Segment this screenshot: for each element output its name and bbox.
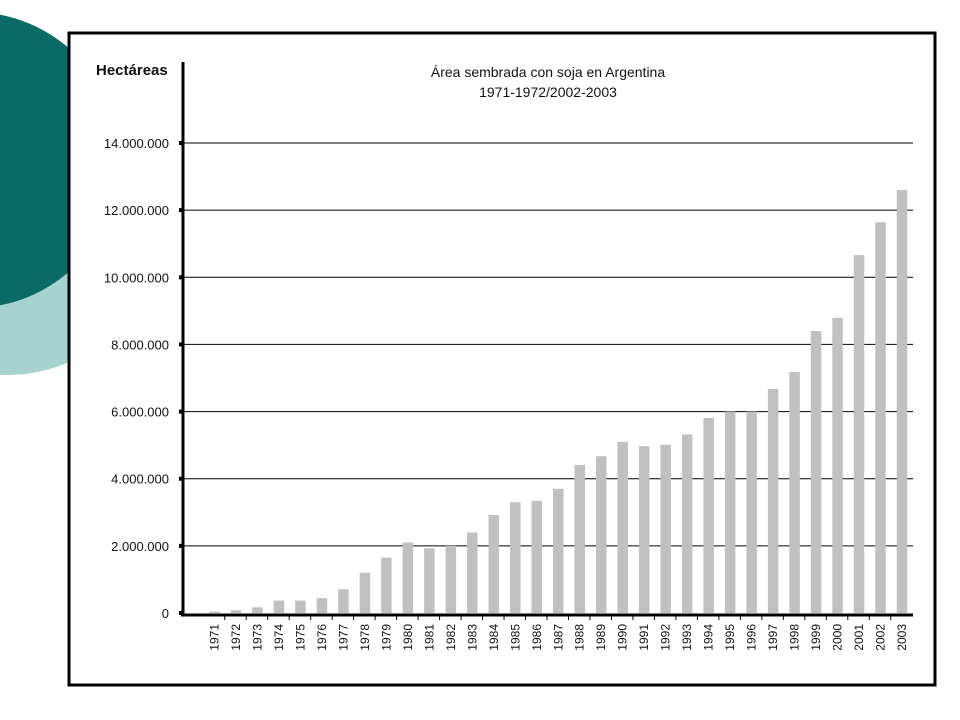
bar	[230, 610, 242, 613]
y-axis-label: Hectáreas	[96, 62, 168, 79]
bar	[638, 446, 650, 613]
x-tick-label: 1984	[487, 624, 501, 651]
x-tick-label: 1978	[358, 624, 372, 651]
x-tick-label: 1995	[723, 624, 737, 651]
y-tick-mark	[179, 476, 183, 481]
x-tick-label: 1981	[422, 624, 436, 651]
y-tick-mark	[179, 543, 183, 548]
bar	[767, 389, 779, 613]
y-tick-mark	[179, 342, 183, 347]
bars	[209, 190, 908, 613]
bar	[853, 255, 865, 613]
x-tick-label: 2000	[831, 624, 845, 651]
x-tick-label: 1988	[573, 624, 587, 651]
bar	[531, 500, 543, 613]
y-tick-label: 2.000.000	[111, 539, 169, 554]
x-tick-label: 1997	[766, 624, 780, 651]
bar	[681, 434, 693, 613]
x-tick-label: 1983	[465, 624, 479, 651]
bar	[746, 411, 757, 613]
y-tick-label: 6.000.000	[111, 405, 169, 420]
x-tick-label: 1974	[272, 624, 286, 651]
x-tick-label: 1973	[250, 624, 264, 651]
bar	[273, 600, 285, 613]
bar	[252, 607, 263, 613]
x-tick-label: 1979	[379, 624, 393, 651]
bar	[617, 441, 628, 613]
bar	[896, 190, 908, 613]
bar	[295, 600, 306, 613]
x-tick-label: 1991	[637, 624, 651, 651]
x-tick-label: 1987	[551, 624, 565, 651]
bar	[381, 557, 392, 613]
y-tick-mark	[179, 208, 183, 213]
bar	[810, 331, 822, 613]
bar	[338, 589, 349, 613]
x-tick-label: 1998	[788, 624, 802, 651]
y-tick-label: 0	[162, 606, 169, 621]
x-tick-label: 1996	[745, 624, 759, 651]
x-tick-label: 2001	[852, 624, 866, 651]
bar	[595, 456, 607, 613]
bar	[488, 514, 500, 613]
x-tick-label: 1989	[594, 624, 608, 651]
x-tick-label: 1971	[208, 624, 222, 651]
y-tick-mark	[179, 275, 183, 280]
bar	[832, 317, 843, 613]
y-ticks: 0 2.000.000 4.000.000 6.000.000 8.000.000 10.…	[104, 136, 183, 621]
x-tick-label: 1994	[702, 624, 716, 651]
bar	[445, 545, 457, 613]
y-tick-label: 12.000.000	[104, 203, 169, 218]
x-tick-label: 1993	[680, 624, 694, 651]
x-tick-label: 2003	[895, 624, 909, 651]
y-tick-mark	[179, 141, 183, 145]
y-tick-mark	[179, 409, 183, 414]
x-tick-label: 1999	[809, 624, 823, 651]
x-tick-label: 1985	[508, 624, 522, 651]
bar	[789, 371, 800, 613]
y-tick-label: 8.000.000	[111, 337, 169, 352]
bar	[359, 572, 371, 613]
bar	[316, 598, 328, 613]
chart-subtitle: 1971-1972/2002-2003	[479, 84, 617, 100]
bar	[467, 532, 478, 613]
y-tick-mark	[179, 611, 183, 615]
y-tick-label: 10.000.000	[104, 270, 169, 285]
bar	[574, 464, 585, 613]
x-tick-label: 1986	[530, 624, 544, 651]
x-tick-label: 1977	[336, 624, 350, 651]
y-tick-label: 4.000.000	[111, 472, 169, 487]
x-tick-label: 2002	[874, 624, 888, 651]
bar	[724, 411, 736, 613]
bar	[424, 548, 435, 613]
x-ticks: 1971 1972 1973 1974 1975 1976 1977 1978 1979 1980…	[208, 615, 909, 651]
x-tick-label: 1972	[229, 624, 243, 651]
bar	[703, 417, 714, 613]
x-tick-label: 1976	[315, 624, 329, 651]
chart-frame	[67, 31, 937, 687]
chart-title: Área sembrada con soja en Argentina	[431, 64, 665, 80]
bar	[402, 542, 414, 613]
bar	[510, 502, 521, 613]
bar	[660, 444, 671, 613]
bar	[553, 488, 564, 613]
x-tick-label: 1982	[444, 624, 458, 651]
x-tick-label: 1980	[401, 624, 415, 651]
x-tick-label: 1990	[616, 624, 630, 651]
bar	[875, 222, 886, 613]
y-tick-label: 14.000.000	[104, 136, 169, 151]
x-tick-label: 1975	[293, 624, 307, 651]
x-tick-label: 1992	[659, 624, 673, 651]
bar	[209, 611, 220, 613]
